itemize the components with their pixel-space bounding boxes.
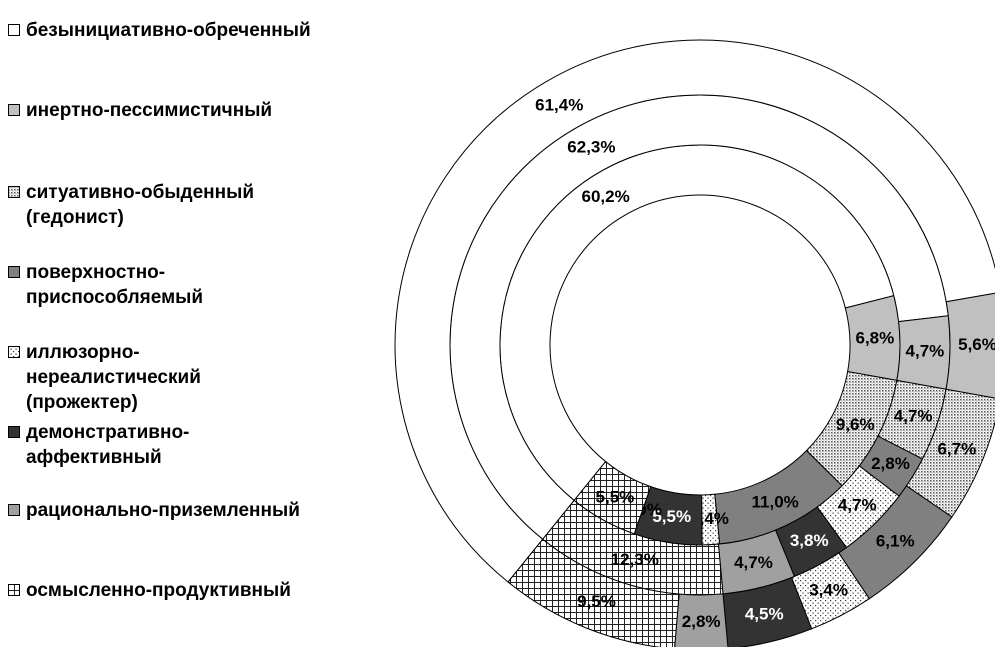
- legend-swatch: [8, 504, 20, 516]
- legend-item: инертно-пессимистичный: [8, 98, 313, 123]
- legend-swatch: [8, 186, 20, 198]
- data-label: 4,7%: [734, 553, 773, 572]
- data-label: 4,5%: [745, 604, 784, 623]
- legend-swatch: [8, 266, 20, 278]
- swatch: [8, 186, 20, 198]
- donut-segment: [394, 39, 995, 583]
- legend-swatch: [8, 104, 20, 116]
- legend-item: рационально-приземленный: [8, 498, 313, 523]
- legend-item: демонстративно-аффективный: [8, 420, 313, 470]
- legend-swatch: [8, 584, 20, 596]
- swatch: [8, 24, 20, 36]
- legend-label: осмысленно-продуктивный: [26, 580, 291, 601]
- data-label: 5,6%: [958, 335, 995, 354]
- legend-swatch: [8, 426, 20, 438]
- legend-label: безынициативно-обреченный: [26, 20, 311, 41]
- swatch: [8, 584, 20, 596]
- legend-item: осмысленно-продуктивный: [8, 578, 313, 603]
- data-label: 62,3%: [567, 137, 615, 156]
- data-label: 4,7%: [906, 341, 945, 360]
- data-label: 4,7%: [838, 495, 877, 514]
- legend-label: поверхностно-приспособляемый: [26, 262, 204, 308]
- data-label: 6,1%: [876, 532, 915, 551]
- legend-item: поверхностно-приспособляемый: [8, 260, 313, 310]
- data-label: 2,8%: [871, 454, 910, 473]
- data-label: 9,6%: [836, 415, 875, 434]
- swatch: [8, 266, 20, 278]
- legend-item: иллюзорно-нереалистический (прожектер): [8, 340, 313, 415]
- legend-label: иллюзорно-нереалистический (прожектер): [26, 342, 201, 413]
- legend-label: демонстративно-аффективный: [26, 422, 190, 468]
- legend-label: инертно-пессимистичный: [26, 100, 273, 121]
- data-label: 6,7%: [937, 440, 976, 459]
- legend-label: ситуативно-обыденный (гедонист): [26, 182, 255, 228]
- legend-swatch: [8, 346, 20, 358]
- data-label: 6,8%: [856, 328, 895, 347]
- data-label: 61,4%: [535, 95, 583, 114]
- swatch: [8, 504, 20, 516]
- data-label: 12,3%: [611, 550, 659, 569]
- data-label: 3,8%: [790, 531, 829, 550]
- data-label: 11,0%: [752, 493, 799, 512]
- data-label: 2,8%: [682, 612, 721, 631]
- swatch: [8, 104, 20, 116]
- data-label: 5,5%: [596, 487, 635, 506]
- swatch: [8, 346, 20, 358]
- data-label: 60,2%: [582, 187, 630, 206]
- donut-segment: [507, 538, 680, 647]
- data-label: 5,5%: [652, 507, 691, 526]
- swatch: [8, 426, 20, 438]
- legend-item: ситуативно-обыденный (гедонист): [8, 180, 313, 230]
- legend-item: безынициативно-обреченный: [8, 18, 313, 43]
- legend-label: рационально-приземленный: [26, 500, 300, 521]
- legend-swatch: [8, 24, 20, 36]
- data-label: 3,4%: [809, 580, 848, 599]
- data-label: 4,7%: [894, 406, 933, 425]
- data-label: 9,5%: [577, 592, 616, 611]
